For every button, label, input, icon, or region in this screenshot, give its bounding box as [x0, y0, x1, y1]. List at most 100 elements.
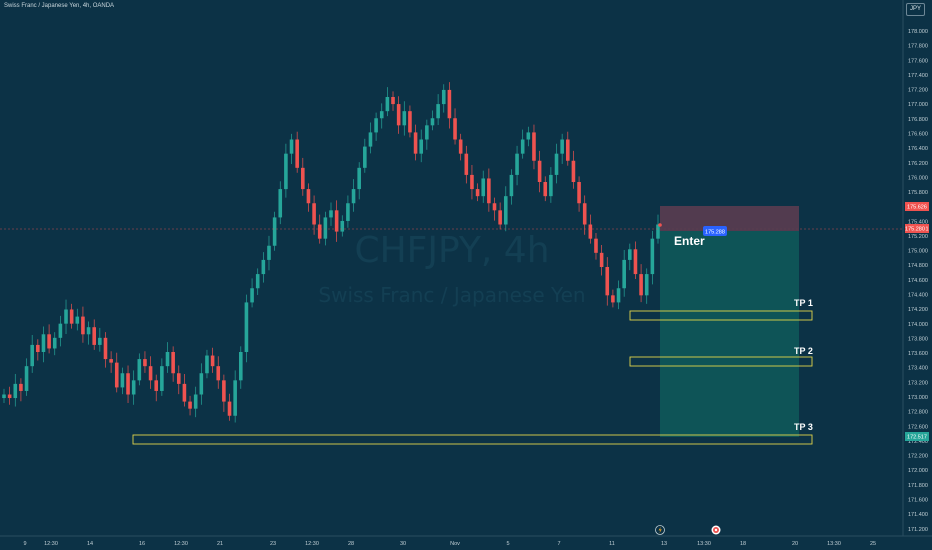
candle-body	[92, 327, 97, 345]
price-tick-label: 172.200	[908, 454, 928, 460]
candle-body	[120, 373, 125, 388]
time-tick-label: 13:30	[697, 541, 711, 547]
candle-body	[171, 352, 175, 374]
candle-body	[98, 337, 102, 345]
price-tick-label: 171.800	[908, 483, 928, 489]
time-tick-label: 12:30	[174, 541, 188, 547]
candle-body	[81, 316, 85, 335]
tp1-box[interactable]	[629, 310, 813, 321]
current-price-badge-text: 175.280	[905, 227, 925, 233]
candle-body	[622, 259, 626, 289]
candle-body	[205, 355, 209, 374]
target-icon[interactable]	[711, 525, 721, 535]
price-tick-label: 175.800	[908, 190, 928, 196]
candle-body	[419, 139, 424, 154]
candle-body	[554, 153, 559, 175]
lightning-icon[interactable]	[655, 525, 665, 535]
candle-body	[284, 153, 288, 190]
tp3-box[interactable]	[132, 434, 813, 445]
candle-body	[509, 174, 514, 197]
candle-body	[599, 252, 604, 267]
candle-body	[560, 139, 564, 154]
candle-body	[447, 89, 452, 119]
candle-body	[498, 210, 502, 225]
take-profit-zone[interactable]	[660, 231, 799, 437]
time-tick-label: 13	[661, 541, 667, 547]
candle-body	[210, 355, 215, 367]
candle-body	[594, 238, 598, 253]
price-tick-label: 176.400	[908, 146, 928, 152]
time-tick-label: 11	[609, 541, 615, 547]
price-tick-label: 172.600	[908, 424, 928, 430]
candle-body	[458, 139, 463, 154]
candle-body	[492, 203, 497, 211]
candle-body	[441, 89, 446, 105]
watermark-subtitle: Swiss Franc / Japanese Yen	[318, 283, 585, 307]
candle-body	[255, 274, 260, 289]
candle-body	[176, 373, 181, 384]
price-tick-label: 174.600	[908, 278, 928, 284]
price-tick-label: 172.400	[908, 439, 928, 445]
price-axis[interactable]: 178.000 177.800 177.600 177.400 177.200 177.0…	[908, 29, 928, 533]
time-tick-label: 23	[270, 541, 276, 547]
watermark-title: CHFJPY, 4h	[354, 230, 549, 271]
candle-body	[475, 189, 480, 197]
candle-body	[7, 394, 12, 399]
candle-body	[565, 139, 570, 161]
time-tick-label: 28	[348, 541, 354, 547]
candle-body	[413, 132, 418, 154]
price-tick-label: 177.400	[908, 73, 928, 79]
entry-price-badge[interactable]	[703, 226, 727, 236]
candle-body	[425, 125, 429, 140]
candle-body	[368, 132, 373, 147]
time-tick-label: 13:30	[827, 541, 841, 547]
candle-body	[222, 380, 226, 402]
candle-body	[605, 267, 610, 296]
candle-body	[182, 383, 187, 402]
price-tick-label: 177.200	[908, 88, 928, 94]
current-price-badge	[905, 224, 929, 233]
candle-body	[611, 295, 615, 303]
candle-body	[582, 203, 587, 225]
candle-body	[453, 118, 457, 140]
price-tick-label: 174.200	[908, 307, 928, 313]
candle-body	[644, 274, 649, 296]
candle-body	[58, 323, 63, 338]
price-tick-label: 173.200	[908, 380, 928, 386]
candle-body	[148, 366, 153, 381]
price-tick-label: 173.800	[908, 336, 928, 342]
candle-body	[346, 203, 350, 221]
candle-body	[543, 182, 548, 197]
candle-body	[616, 288, 621, 303]
time-tick-label: 12:30	[305, 541, 319, 547]
candle-body	[41, 334, 46, 352]
time-tick-label: 12:30	[44, 541, 58, 547]
tp1-label: TP 1	[794, 298, 813, 308]
candle-body	[126, 373, 130, 395]
candle-body	[329, 210, 333, 218]
candle-body	[487, 178, 491, 204]
stop-loss-zone[interactable]	[660, 206, 799, 231]
price-tick-label: 172.800	[908, 410, 928, 416]
candle-body	[137, 359, 142, 381]
candle-body	[537, 160, 542, 182]
time-axis[interactable]: 9 12:30 14 16 12:30 21 23 12:30 28 30 Nov 5 7 11 13 13:…	[23, 541, 876, 547]
tp2-box[interactable]	[629, 356, 813, 367]
price-tick-label: 178.000	[908, 29, 928, 35]
top-price-badge	[905, 202, 929, 211]
candle-body	[69, 309, 74, 324]
candle-body	[374, 118, 378, 133]
candle-body	[199, 373, 204, 395]
candle-body	[532, 132, 536, 161]
candle-body	[520, 139, 525, 154]
candle-body	[114, 362, 119, 388]
candle-body	[103, 337, 108, 360]
candle-body	[379, 111, 384, 119]
currency-selector[interactable]: JPY	[906, 3, 925, 16]
candle-body	[52, 337, 57, 349]
entry-handle[interactable]	[658, 223, 662, 227]
candle-body	[549, 174, 553, 197]
candle-body	[238, 352, 243, 381]
